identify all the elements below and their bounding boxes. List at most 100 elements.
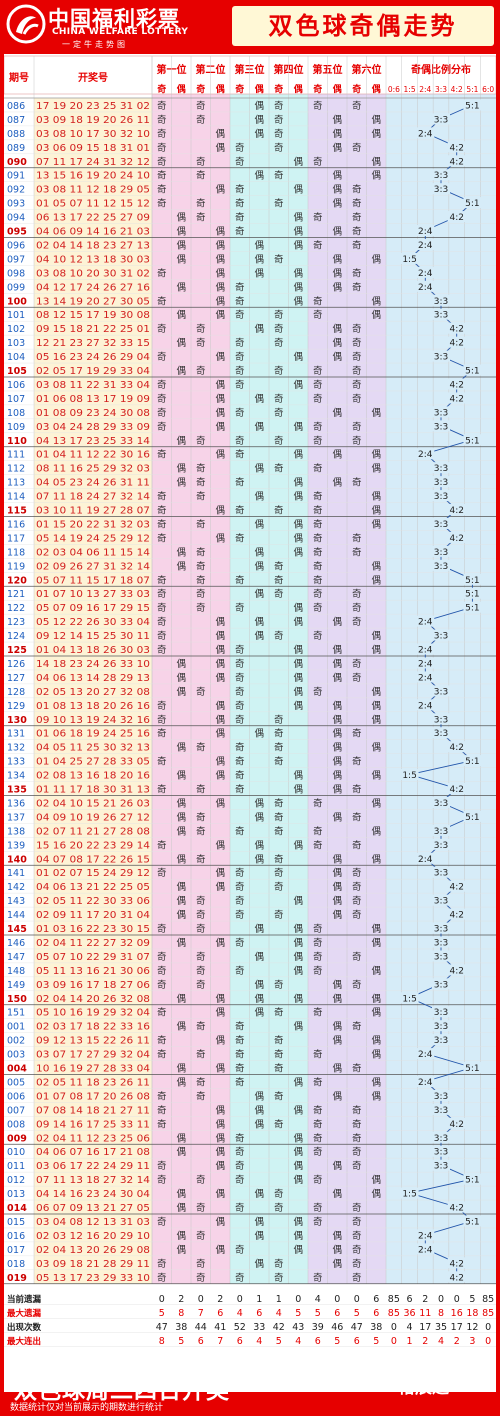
odd-mark: 奇 [196,1021,206,1033]
even-mark: 偶 [371,937,381,949]
odd-mark: 奇 [274,463,284,475]
even-mark: 偶 [293,546,303,558]
numbers-cell: 04 05 11 25 30 32 13 [36,743,150,754]
odd-mark: 奇 [196,1202,206,1214]
even-mark: 偶 [371,170,381,182]
odd-mark: 奇 [313,546,323,558]
numbers-cell: 05 16 23 24 26 29 04 [36,352,150,363]
odd-mark: 奇 [196,742,206,754]
odd-mark: 奇 [196,198,206,210]
even-subheader: 偶 [294,83,303,95]
numbers-cell: 07 11 17 24 31 32 12 [36,157,150,168]
period-cell: 146 [7,938,25,949]
odd-mark: 奇 [157,449,167,461]
period-cell: 151 [7,1008,25,1019]
even-mark: 偶 [332,114,342,126]
numbers-cell: 05 11 13 16 21 30 06 [36,966,150,977]
ratio-label-bg [463,364,482,376]
even-mark: 偶 [371,407,381,419]
even-mark: 偶 [176,226,186,238]
stat-value: 38 [370,1322,382,1333]
even-mark: 偶 [215,881,225,893]
ratio-label-bg [416,127,435,139]
even-mark: 偶 [293,1132,303,1144]
ratio-label-bg [416,238,435,250]
period-cell: 014 [7,1203,27,1214]
period-cell: 097 [7,254,25,265]
ratio-point: 3:3 [434,353,448,363]
ratio-point: 3:3 [434,297,448,307]
ratio-label-bg [447,211,466,223]
even-mark: 偶 [215,532,225,544]
even-mark: 偶 [254,839,264,851]
ratio-label-bg [416,657,435,669]
ratio-point: 4:2 [449,143,463,153]
odd-mark: 奇 [157,784,167,796]
odd-mark: 奇 [352,602,362,614]
ratio-point: 4:2 [449,157,463,167]
numbers-cell: 04 06 07 16 17 21 08 [36,1147,150,1158]
odd-mark: 奇 [157,1118,167,1130]
numbers-cell: 14 18 23 24 26 33 10 [36,659,150,670]
numbers-cell: 02 04 11 12 23 25 06 [36,1133,150,1144]
even-mark: 偶 [371,1174,381,1186]
odd-mark: 奇 [313,212,323,224]
stat-value: 33 [253,1322,265,1333]
stat-value: 0 [391,1322,397,1333]
odd-mark: 奇 [157,1049,167,1061]
stat-value: 0 [438,1294,444,1305]
odd-mark: 奇 [352,1132,362,1144]
period-cell: 015 [7,1217,25,1228]
odd-mark: 奇 [157,407,167,419]
even-mark: 偶 [332,1258,342,1270]
numbers-cell: 01 04 25 27 28 33 05 [36,757,150,768]
odd-mark: 奇 [196,1230,206,1242]
odd-mark: 奇 [313,309,323,321]
odd-mark: 奇 [235,881,245,893]
numbers-cell: 02 08 13 16 18 20 16 [36,771,150,782]
odd-mark: 奇 [352,1063,362,1075]
numbers-cell: 07 08 14 18 21 27 11 [36,1105,150,1116]
even-mark: 偶 [176,993,186,1005]
stat-value: 2 [454,1336,460,1347]
stat-value: 5 [334,1336,340,1347]
ratio-point: 3:3 [434,562,448,572]
even-mark: 偶 [371,630,381,642]
even-mark: 偶 [293,239,303,251]
odd-subheader: 奇 [235,83,244,95]
odd-mark: 奇 [235,1160,245,1172]
stat-value: 5 [178,1336,184,1347]
ratio-label-bg [432,1145,450,1157]
ratio-label-bg [432,796,450,808]
odd-mark: 奇 [274,825,284,837]
even-mark: 偶 [176,1230,186,1242]
period-cell: 129 [7,701,25,712]
ratio-label-bg [416,448,435,460]
ratio-point: 4:2 [449,534,463,544]
odd-mark: 奇 [352,379,362,391]
odd-mark: 奇 [352,532,362,544]
ratio-point: 4:2 [449,325,463,335]
odd-mark: 奇 [157,1174,167,1186]
numbers-cell: 13 15 16 19 20 24 10 [36,171,150,182]
even-mark: 偶 [254,1188,264,1200]
numbers-cell: 05 07 11 15 17 18 07 [36,575,150,586]
even-mark: 偶 [293,951,303,963]
period-cell: 117 [7,533,25,544]
stat-value: 4 [407,1322,413,1333]
odd-mark: 奇 [196,100,206,112]
odd-mark: 奇 [352,784,362,796]
ratio-point: 4:2 [449,1273,463,1283]
odd-mark: 奇 [352,1160,362,1172]
period-header: 期号 [9,71,29,84]
ratio-point: 3:3 [434,715,448,725]
even-mark: 偶 [176,560,186,572]
even-mark: 偶 [215,407,225,419]
odd-mark: 奇 [157,630,167,642]
numbers-cell: 03 06 17 22 24 29 11 [36,1161,150,1172]
even-mark: 偶 [371,463,381,475]
ratio-point: 3:3 [434,938,448,948]
period-cell: 111 [7,450,25,461]
period-cell: 019 [7,1273,27,1284]
even-mark: 偶 [176,658,186,670]
